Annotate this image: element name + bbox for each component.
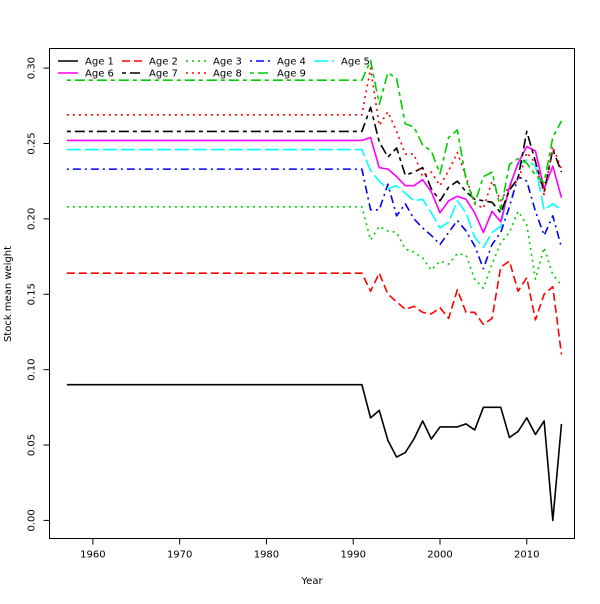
x-axis-label: Year (300, 576, 323, 587)
legend-label: Age 9 (277, 69, 306, 80)
y-tick-label: 0.10 (27, 359, 38, 381)
series-line-age-6 (66, 136, 563, 234)
series-line-age-8 (66, 67, 563, 210)
x-tick-label: 1990 (340, 550, 365, 561)
series-line-age-2 (66, 260, 563, 355)
legend-label: Age 3 (213, 57, 242, 68)
y-axis: 0.00 0.05 0.10 0.15 0.20 0.25 0.30 (27, 57, 50, 532)
y-axis-label: Stock mean weight (3, 246, 14, 342)
legend-label: Age 7 (149, 69, 178, 80)
legend-label: Age 2 (149, 57, 178, 68)
legend: Age 1 Age 2 Age 3 Age 4 Age 5 Age 6 Age 7 Age 8… (58, 57, 370, 80)
y-tick-label: 0.20 (27, 208, 38, 230)
legend-label: Age 5 (341, 57, 370, 68)
y-tick-label: 0.00 (27, 509, 38, 531)
y-tick-label: 0.30 (27, 57, 38, 79)
legend-label: Age 4 (277, 57, 306, 68)
series-line-age-9 (66, 59, 563, 211)
series-line-age-3 (66, 206, 563, 290)
plot-frame (49, 48, 575, 539)
legend-label: Age 6 (85, 69, 114, 80)
x-tick-label: 2000 (427, 550, 452, 561)
x-tick-label: 1970 (167, 550, 192, 561)
series-line-age-7 (66, 106, 563, 214)
y-tick-label: 0.25 (27, 132, 38, 154)
series-line-age-1 (66, 383, 563, 522)
series-line-age-5 (66, 148, 562, 249)
x-tick-label: 1960 (80, 550, 105, 561)
series-line-age-4 (66, 168, 563, 270)
legend-label: Age 8 (213, 69, 242, 80)
x-tick-label: 2010 (514, 550, 539, 561)
y-tick-label: 0.05 (27, 434, 38, 456)
legend-label: Age 1 (85, 57, 114, 68)
y-tick-label: 0.15 (27, 283, 38, 305)
x-axis: 1960 1970 1980 1990 2000 2010 (80, 538, 539, 561)
x-tick-label: 1980 (254, 550, 279, 561)
series-layer (66, 59, 563, 522)
